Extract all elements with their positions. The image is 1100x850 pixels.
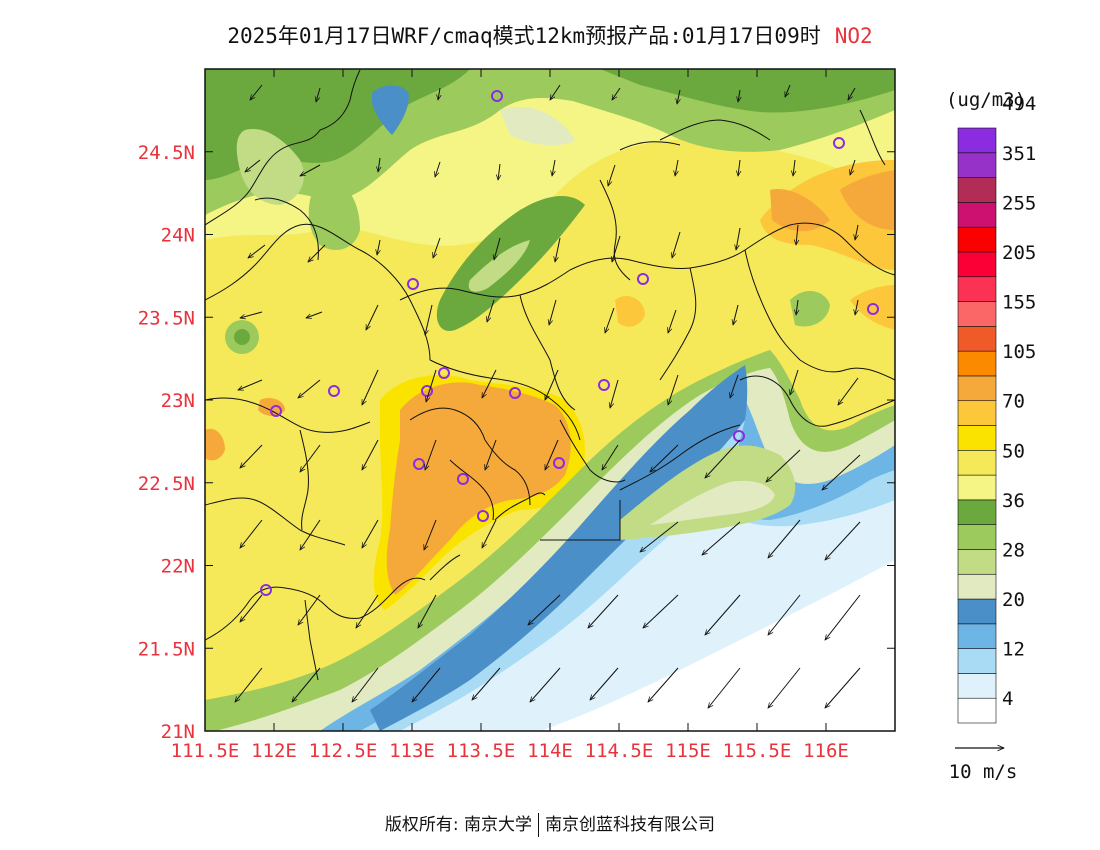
colorbar-swatch	[957, 202, 997, 228]
colorbar-swatch	[957, 375, 997, 402]
colorbar-swatch	[957, 127, 997, 154]
lon-tick-label: 114.5E	[585, 740, 654, 762]
colorbar-label: 255	[1002, 192, 1036, 214]
colorbar	[957, 127, 997, 724]
pollutant-label: NO2	[834, 24, 873, 48]
colorbar-swatch	[957, 499, 997, 525]
colorbar-label: 351	[1002, 143, 1036, 165]
colorbar-swatch	[957, 549, 997, 575]
lon-tick-label: 111.5E	[171, 740, 240, 762]
colorbar-swatch	[957, 648, 997, 674]
colorbar-swatch	[957, 301, 997, 327]
colorbar-label: 20	[1002, 589, 1025, 611]
colorbar-label: 36	[1002, 490, 1025, 512]
wind-reference-label: 10 m/s	[949, 761, 1018, 783]
colorbar-unit: (ug/m3)	[946, 89, 1026, 111]
colorbar-label: 205	[1002, 242, 1036, 264]
lat-tick-label: 23N	[161, 390, 195, 412]
colorbar-swatch	[957, 673, 997, 699]
copyright-footer: 版权所有: 南京大学 南京创蓝科技有限公司	[0, 810, 1100, 837]
lat-tick-label: 24.5N	[138, 142, 195, 164]
wind-vectors	[235, 84, 861, 708]
latitude-axis: 21N 21.5N 22N 22.5N 23N 23.5N 24N 24.5N	[138, 142, 895, 743]
colorbar-swatch	[957, 400, 997, 426]
lon-tick-label: 114E	[527, 740, 573, 762]
colorbar-swatch	[957, 425, 997, 451]
colorbar-swatch	[957, 177, 997, 203]
colorbar-swatch	[957, 474, 997, 501]
colorbar-label: 494	[1002, 93, 1036, 115]
colorbar-swatch	[957, 152, 997, 178]
lon-tick-label: 116E	[803, 740, 849, 762]
colorbar-swatch	[957, 524, 997, 550]
title-text: 2025年01月17日WRF/cmaq模式12km预报产品:01月17日09时	[227, 24, 821, 48]
colorbar-label: 28	[1002, 539, 1025, 561]
footer-divider	[538, 813, 540, 837]
lon-tick-label: 112.5E	[309, 740, 378, 762]
lon-tick-label: 115.5E	[723, 740, 792, 762]
admin-boundaries	[205, 69, 895, 681]
colorbar-swatch	[957, 226, 997, 253]
lon-tick-label: 112E	[251, 740, 297, 762]
lat-tick-label: 21.5N	[138, 638, 195, 660]
lon-tick-label: 115E	[665, 740, 711, 762]
colorbar-label: 105	[1002, 341, 1036, 363]
colorbar-swatch	[957, 449, 997, 476]
colorbar-swatch	[957, 326, 997, 352]
colorbar-swatch	[957, 598, 997, 625]
colorbar-label: 155	[1002, 292, 1036, 314]
monitoring-stations	[260, 90, 879, 596]
map-title: 2025年01月17日WRF/cmaq模式12km预报产品:01月17日09时 N…	[0, 20, 1100, 50]
colorbar-label: 70	[1002, 391, 1025, 413]
colorbar-swatch	[957, 350, 997, 377]
colorbar-label: 12	[1002, 639, 1025, 661]
longitude-axis: 111.5E 112E 112.5E 113E 113.5E 114E 114.5E 115E…	[171, 69, 849, 762]
lon-tick-label: 113E	[389, 740, 435, 762]
colorbar-swatch	[957, 573, 997, 600]
lat-tick-label: 24N	[161, 225, 195, 247]
colorbar-swatch	[957, 623, 997, 649]
colorbar-labels: 4 12 20 28 36 50 70 105 155 205 255 351 494	[1002, 93, 1036, 710]
colorbar-swatch	[957, 251, 997, 278]
lat-tick-label: 23.5N	[138, 307, 195, 329]
copyright-owner: 版权所有: 南京大学	[384, 815, 533, 835]
lon-tick-label: 113.5E	[447, 740, 516, 762]
colorbar-swatch	[957, 276, 997, 302]
colorbar-label: 4	[1002, 688, 1013, 710]
lat-tick-label: 22N	[161, 556, 195, 578]
copyright-company: 南京创蓝科技有限公司	[545, 815, 716, 835]
lat-tick-label: 21N	[161, 721, 195, 743]
colorbar-swatch	[957, 697, 997, 724]
lat-tick-label: 22.5N	[138, 473, 195, 495]
colorbar-label: 50	[1002, 440, 1025, 462]
